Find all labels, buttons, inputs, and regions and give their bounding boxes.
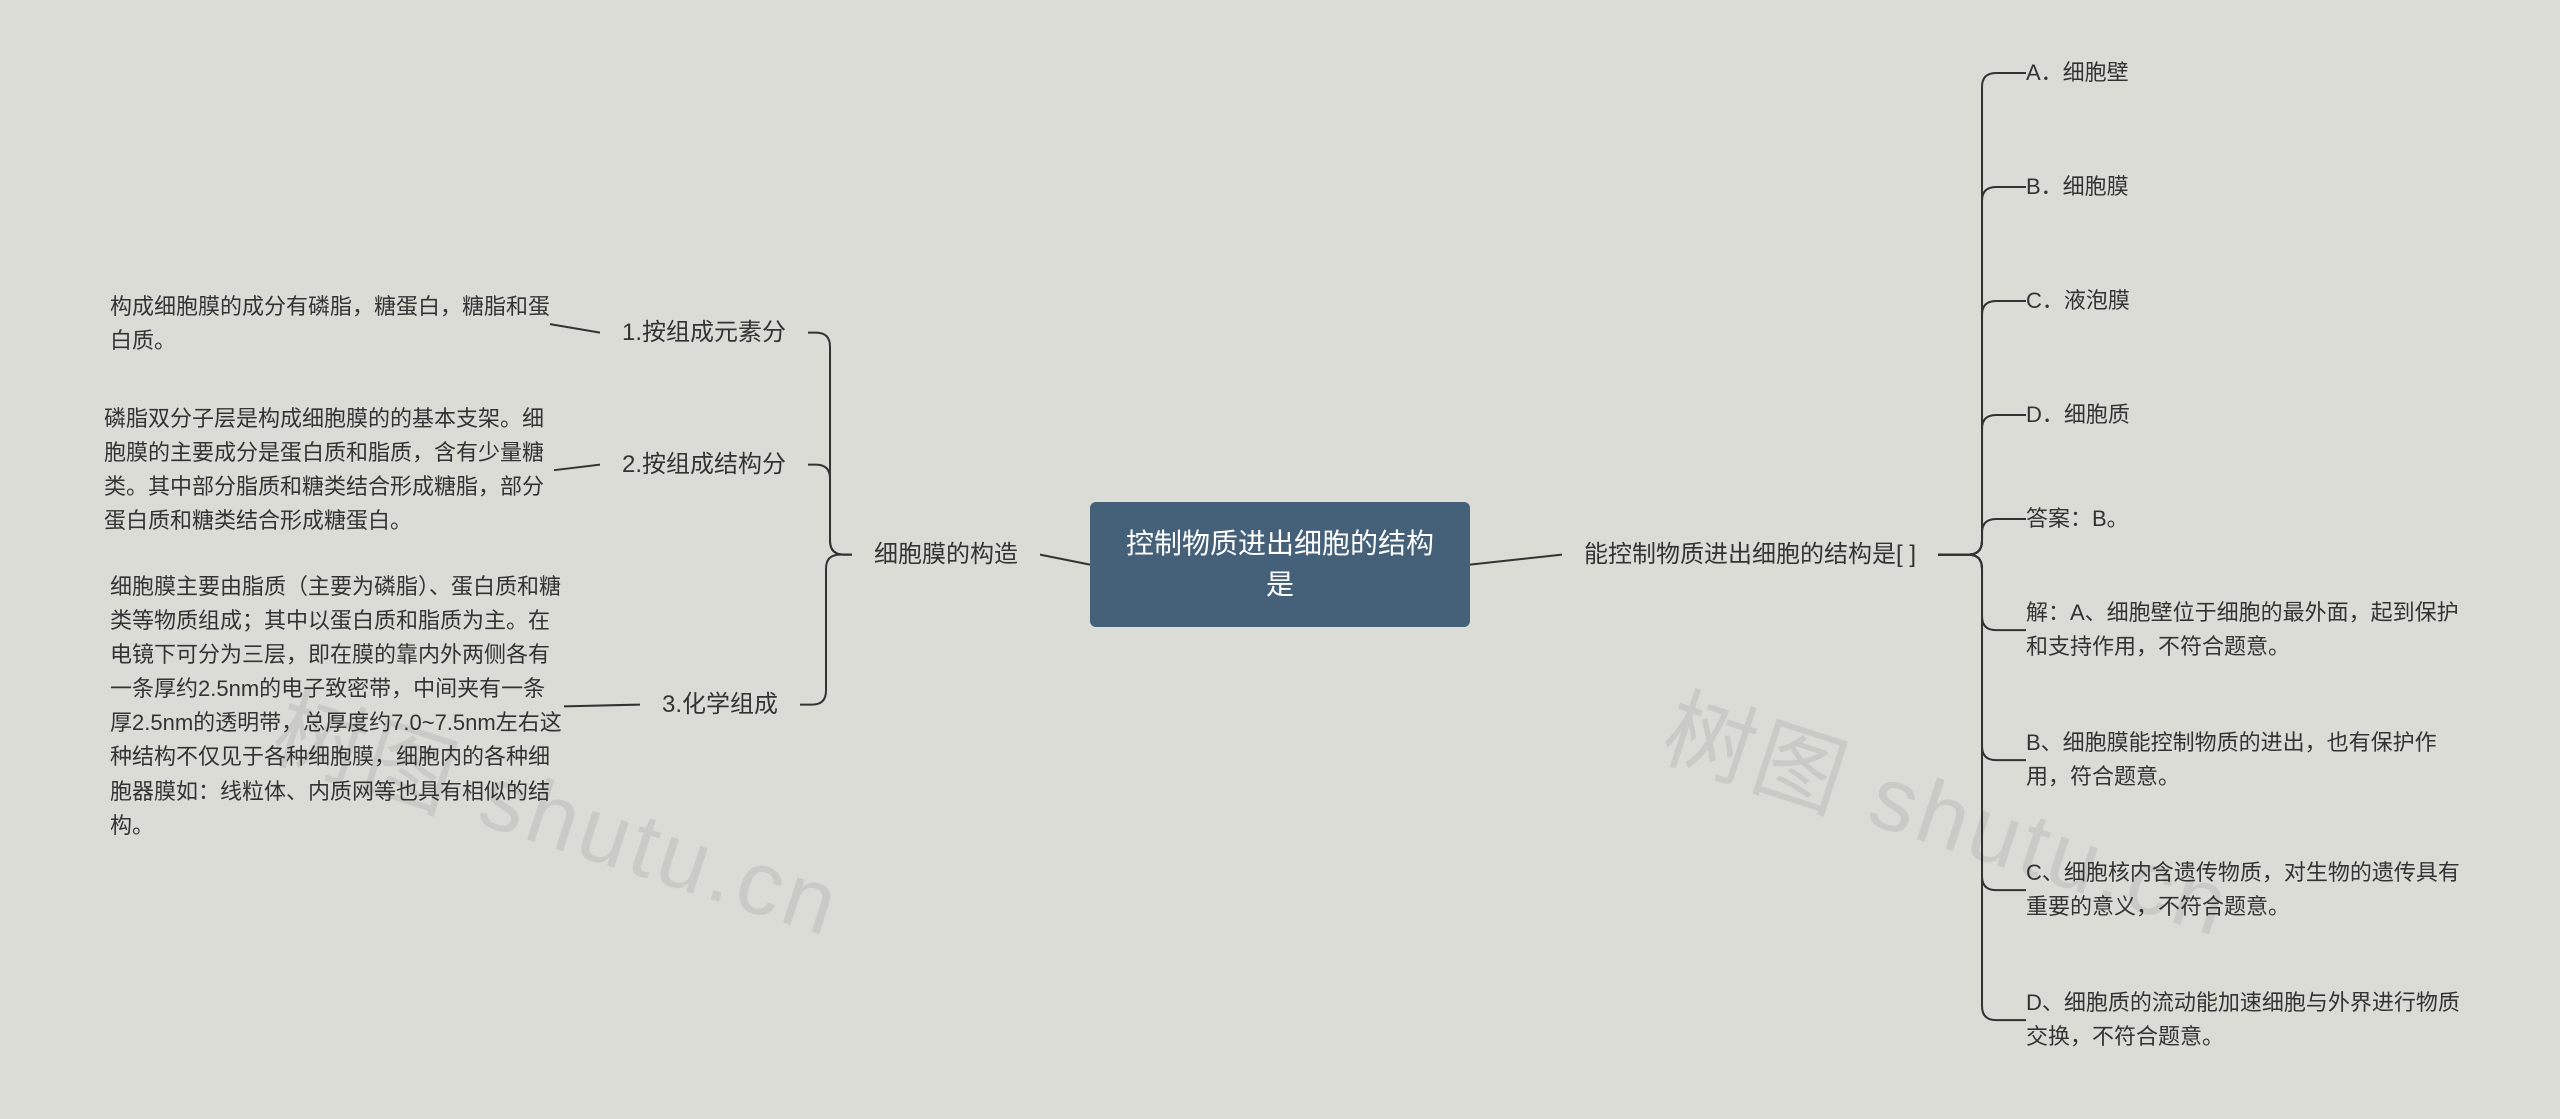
right-leaf-h-text: C、细胞核内含遗传物质，对生物的遗传具有重要的意义，不符合题意。 — [2026, 860, 2460, 919]
right-leaf-e: 答案：B。 — [2026, 502, 2446, 536]
right-leaf-c: C．液泡膜 — [2026, 284, 2446, 318]
left-leaf-2: 磷脂双分子层是构成细胞膜的的基本支架。细胞膜的主要成分是蛋白质和脂质，含有少量糖… — [104, 402, 554, 538]
left-sub-3: 3.化学组成 — [640, 672, 800, 737]
right-leaf-e-text: 答案：B。 — [2026, 506, 2129, 531]
right-branch-node: 能控制物质进出细胞的结构是[ ] — [1562, 522, 1938, 587]
right-leaf-f-text: 解：A、细胞壁位于细胞的最外面，起到保护和支持作用，不符合题意。 — [2026, 600, 2459, 659]
left-branch-label: 细胞膜的构造 — [874, 541, 1018, 568]
right-leaf-g-text: B、细胞膜能控制物质的进出，也有保护作用，符合题意。 — [2026, 730, 2437, 789]
left-sub-3-label: 3.化学组成 — [662, 691, 778, 718]
left-branch-node: 细胞膜的构造 — [852, 522, 1040, 587]
right-leaf-f: 解：A、细胞壁位于细胞的最外面，起到保护和支持作用，不符合题意。 — [2026, 596, 2466, 664]
left-leaf-3: 细胞膜主要由脂质（主要为磷脂）、蛋白质和糖类等物质组成；其中以蛋白质和脂质为主。… — [110, 570, 564, 843]
right-leaf-b-text: B．细胞膜 — [2026, 174, 2129, 199]
left-leaf-2-text: 磷脂双分子层是构成细胞膜的的基本支架。细胞膜的主要成分是蛋白质和脂质，含有少量糖… — [104, 406, 544, 533]
left-leaf-1-text: 构成细胞膜的成分有磷脂，糖蛋白，糖脂和蛋白质。 — [110, 294, 550, 353]
mindmap-stage: 控制物质进出细胞的结构是 细胞膜的构造 1.按组成元素分 2.按组成结构分 3.… — [0, 0, 2560, 1119]
right-leaf-a-text: A．细胞壁 — [2026, 60, 2129, 85]
right-leaf-d-text: D．细胞质 — [2026, 402, 2130, 427]
left-leaf-1: 构成细胞膜的成分有磷脂，糖蛋白，糖脂和蛋白质。 — [110, 290, 550, 358]
left-sub-1: 1.按组成元素分 — [600, 300, 808, 365]
right-leaf-i: D、细胞质的流动能加速细胞与外界进行物质交换，不符合题意。 — [2026, 986, 2466, 1054]
right-leaf-c-text: C．液泡膜 — [2026, 288, 2130, 313]
left-sub-1-label: 1.按组成元素分 — [622, 319, 786, 346]
right-leaf-i-text: D、细胞质的流动能加速细胞与外界进行物质交换，不符合题意。 — [2026, 990, 2460, 1049]
root-node: 控制物质进出细胞的结构是 — [1090, 502, 1470, 627]
right-branch-label: 能控制物质进出细胞的结构是[ ] — [1584, 541, 1916, 568]
right-leaf-b: B．细胞膜 — [2026, 170, 2446, 204]
left-sub-2: 2.按组成结构分 — [600, 432, 808, 497]
left-leaf-3-text: 细胞膜主要由脂质（主要为磷脂）、蛋白质和糖类等物质组成；其中以蛋白质和脂质为主。… — [110, 574, 562, 838]
left-sub-2-label: 2.按组成结构分 — [622, 451, 786, 478]
right-leaf-h: C、细胞核内含遗传物质，对生物的遗传具有重要的意义，不符合题意。 — [2026, 856, 2466, 924]
right-leaf-g: B、细胞膜能控制物质的进出，也有保护作用，符合题意。 — [2026, 726, 2466, 794]
right-leaf-a: A．细胞壁 — [2026, 56, 2446, 90]
right-leaf-d: D．细胞质 — [2026, 398, 2446, 432]
root-text: 控制物质进出细胞的结构是 — [1126, 528, 1434, 600]
